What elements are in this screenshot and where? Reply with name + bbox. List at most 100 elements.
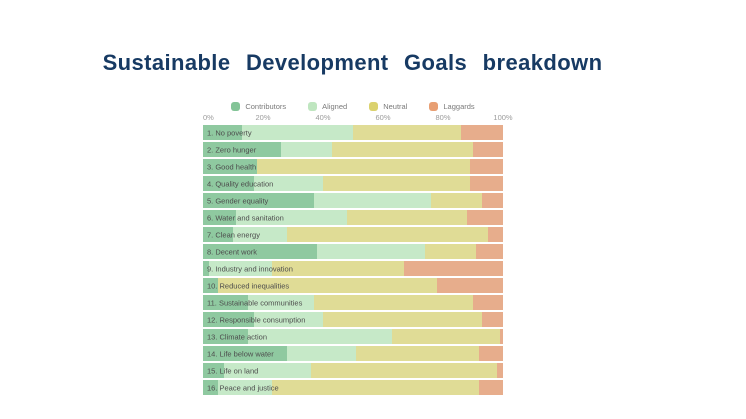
bar-segment-neutral: [314, 295, 473, 310]
bar-segment-contributors: [203, 227, 233, 242]
bar-segment-laggards: [467, 210, 503, 225]
bar-segment-neutral: [257, 159, 470, 174]
chart-title: Sustainable Development Goals breakdown: [102, 50, 603, 75]
bar-segment-laggards: [473, 295, 503, 310]
bar-row: 10. Reduced inequalities: [203, 278, 503, 293]
bar-segment-neutral: [287, 227, 488, 242]
legend-label: Aligned: [322, 102, 348, 111]
bar-segment-neutral: [272, 261, 404, 276]
bar-segment-contributors: [203, 176, 254, 191]
legend-marker-icon: [369, 102, 379, 111]
bar-row: 8. Decent work: [203, 244, 503, 259]
bar-segment-neutral: [353, 125, 461, 140]
bar-segment-laggards: [470, 176, 503, 191]
chart-legend: Contributors Aligned Neutral Laggards: [203, 102, 503, 111]
bar-segment-neutral: [356, 346, 479, 361]
bar-row: 7. Clean energy: [203, 227, 503, 242]
bar-segment-aligned: [287, 346, 356, 361]
bar-segment-aligned: [242, 125, 353, 140]
bar-segment-aligned: [209, 261, 272, 276]
bar-segment-contributors: [203, 346, 287, 361]
bar-row: 1. No poverty: [203, 125, 503, 140]
bar-segment-contributors: [203, 193, 314, 208]
bar-segment-aligned: [236, 210, 347, 225]
bar-segment-neutral: [323, 176, 470, 191]
bar-segment-laggards: [476, 244, 503, 259]
x-axis-tick-label: 80%: [435, 113, 451, 122]
bar-segment-aligned: [254, 176, 323, 191]
x-axis-tick-label: 100%: [493, 113, 513, 122]
bar-segment-aligned: [314, 193, 431, 208]
bar-segment-neutral: [311, 363, 497, 378]
bar-segment-neutral: [347, 210, 467, 225]
legend-item-laggards[interactable]: Laggards: [429, 102, 475, 111]
bar-segment-aligned: [224, 363, 311, 378]
legend-marker-icon: [231, 102, 241, 111]
bar-row: 16. Peace and justice: [203, 380, 503, 395]
bar-segment-neutral: [323, 312, 482, 327]
bar-segment-contributors: [203, 278, 218, 293]
legend-item-aligned[interactable]: Aligned: [308, 102, 347, 111]
bar-row: 4. Quality education: [203, 176, 503, 191]
x-axis-tick-label: 20%: [255, 113, 271, 122]
bar-segment-neutral: [425, 244, 476, 259]
bar-segment-aligned: [254, 312, 323, 327]
bar-segment-aligned: [248, 295, 314, 310]
bar-segment-contributors: [203, 261, 209, 276]
bar-segment-contributors: [203, 329, 248, 344]
legend-label: Contributors: [245, 102, 287, 111]
bar-segment-laggards: [482, 193, 503, 208]
legend-marker-icon: [429, 102, 439, 111]
bar-row: 15. Life on land: [203, 363, 503, 378]
legend-marker-icon: [308, 102, 318, 111]
plot-area: 1. No poverty 2. Zero hunger 3. Good healt…: [203, 125, 503, 397]
bar-segment-contributors: [203, 295, 248, 310]
bar-segment-neutral: [332, 142, 473, 157]
bar-segment-neutral: [272, 380, 479, 395]
bar-segment-contributors: [203, 125, 242, 140]
bar-segment-contributors: [203, 210, 236, 225]
bar-segment-contributors: [203, 244, 317, 259]
bar-segment-contributors: [203, 312, 254, 327]
x-axis-tick-label: 60%: [375, 113, 391, 122]
x-axis: 0% 20% 40% 60% 80% 100%: [203, 113, 513, 123]
bar-row: 5. Gender equality: [203, 193, 503, 208]
bar-segment-aligned: [218, 380, 272, 395]
bar-row: 3. Good health: [203, 159, 503, 174]
x-axis-tick-label: 0%: [203, 113, 214, 122]
bar-row: 6. Water and sanitation: [203, 210, 503, 225]
bar-segment-laggards: [500, 329, 503, 344]
bar-segment-laggards: [479, 380, 503, 395]
bar-segment-contributors: [203, 159, 257, 174]
legend-label: Neutral: [383, 102, 408, 111]
bar-segment-neutral: [392, 329, 500, 344]
bar-row: 14. Life below water: [203, 346, 503, 361]
bar-row: 13. Climate action: [203, 329, 503, 344]
bar-segment-aligned: [317, 244, 425, 259]
legend-item-neutral[interactable]: Neutral: [369, 102, 407, 111]
bar-row: 12. Responsible consumption: [203, 312, 503, 327]
bar-segment-aligned: [248, 329, 392, 344]
bar-row: 11. Sustainable communities: [203, 295, 503, 310]
bar-segment-laggards: [404, 261, 503, 276]
bar-segment-laggards: [470, 159, 503, 174]
bar-segment-neutral: [218, 278, 437, 293]
bar-row: 9. Industry and innovation: [203, 261, 503, 276]
bar-segment-laggards: [461, 125, 503, 140]
bar-segment-laggards: [437, 278, 503, 293]
bar-segment-contributors: [203, 142, 281, 157]
bar-segment-aligned: [233, 227, 287, 242]
bar-segment-contributors: [203, 363, 224, 378]
bar-segment-laggards: [488, 227, 503, 242]
bar-segment-contributors: [203, 380, 218, 395]
bar-segment-laggards: [479, 346, 503, 361]
bar-segment-laggards: [482, 312, 503, 327]
legend-item-contributors[interactable]: Contributors: [231, 102, 286, 111]
bar-segment-laggards: [497, 363, 503, 378]
x-axis-tick-label: 40%: [315, 113, 331, 122]
bar-segment-aligned: [281, 142, 332, 157]
bar-segment-neutral: [431, 193, 482, 208]
bar-segment-laggards: [473, 142, 503, 157]
bar-row: 2. Zero hunger: [203, 142, 503, 157]
